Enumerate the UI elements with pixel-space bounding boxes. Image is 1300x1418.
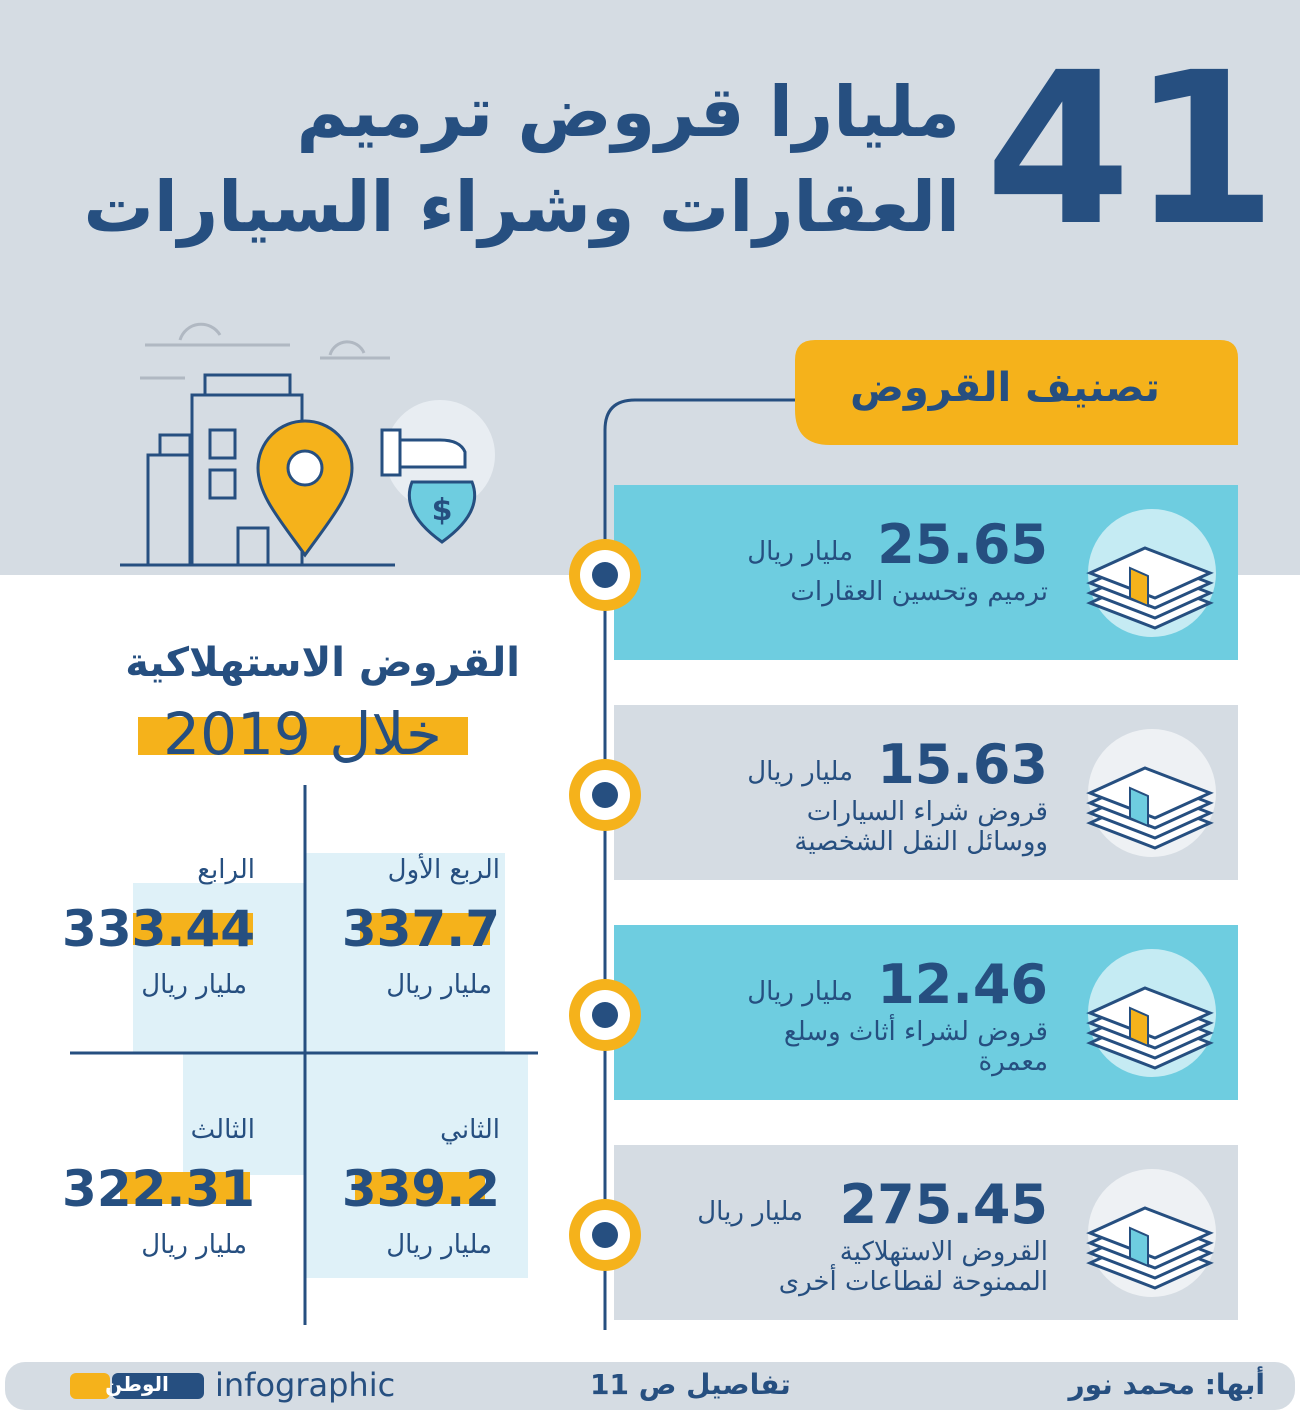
icon-part (1129, 786, 1149, 828)
quarter-label: الرابع (197, 855, 255, 885)
header-bg (0, 0, 1300, 575)
icon-part (592, 1222, 618, 1248)
consumer-title: القروض الاستهلاكية (125, 640, 520, 686)
logo: الوطن (105, 1372, 169, 1396)
loan-unit: مليار ريال (697, 1197, 803, 1227)
loan-desc: قروض لشراء أثاث وسلع معمرة (784, 1017, 1048, 1077)
svg-text:$: $ (432, 493, 453, 528)
quarter-value: 339.2 (341, 1160, 500, 1218)
details: تفاصيل ص 11 (590, 1368, 791, 1401)
author: أبها: محمد نور (1068, 1368, 1265, 1401)
loan-desc-line: الممنوحة لقطاعات أخرى (778, 1267, 1048, 1297)
headline-line: العقارات وشراء السيارات (83, 166, 960, 248)
brand: infographic (215, 1366, 396, 1404)
loan-item: 25.65 مليار ريال ترميم وتحسين العقارات (614, 485, 1238, 660)
headline: مليارا قروض ترميم العقارات وشراء السيارا… (83, 65, 960, 255)
icon-part (1129, 1006, 1149, 1048)
loan-desc: قروض شراء السيارات ووسائل النقل الشخصية (794, 797, 1048, 857)
loan-amount: 12.46 (877, 953, 1048, 1016)
icon-part (1129, 1226, 1149, 1268)
quarter-label: الثاني (440, 1115, 500, 1145)
loan-unit: مليار ريال (747, 757, 853, 787)
quarter-value: 337.7 (341, 900, 500, 958)
loan-desc-line: معمرة (978, 1047, 1048, 1077)
headline-line: مليارا قروض ترميم (296, 71, 961, 153)
headline-number: 41 (985, 27, 1278, 272)
loan-desc-line: قروض لشراء أثاث وسلع (783, 1017, 1048, 1047)
loan-desc-line: قروض شراء السيارات (806, 797, 1048, 827)
quarter-unit: مليار ريال (141, 970, 247, 1000)
loan-unit: مليار ريال (747, 977, 853, 1007)
loan-item: 15.63 مليار ريال قروض شراء السيارات ووسائل … (614, 705, 1238, 880)
loan-unit: مليار ريال (747, 537, 853, 567)
loan-desc-line: ترميم وتحسين العقارات (790, 577, 1048, 607)
icon-part (592, 562, 618, 588)
icon-part (592, 1002, 618, 1028)
loan-desc-line: ووسائل النقل الشخصية (794, 827, 1048, 857)
loan-item: 12.46 مليار ريال قروض لشراء أثاث وسلع معمرة (614, 925, 1238, 1100)
quarter-unit: مليار ريال (141, 1230, 247, 1260)
consumer-subtitle: خلال 2019 (163, 700, 442, 768)
loan-amount: 15.63 (877, 733, 1048, 796)
loan-amount: 275.45 (839, 1173, 1048, 1236)
loan-desc: ترميم وتحسين العقارات (790, 577, 1048, 607)
quarter-label: الثالث (190, 1115, 255, 1145)
loan-desc: القروض الاستهلاكية الممنوحة لقطاعات أخرى (779, 1237, 1048, 1297)
quarter-value: 333.44 (62, 900, 255, 958)
icon-part (592, 782, 618, 808)
quarter-label: الربع الأول (387, 855, 500, 885)
loan-amount: 25.65 (877, 513, 1048, 576)
quarter-unit: مليار ريال (386, 970, 492, 1000)
section-title: تصنيف القروض (850, 365, 1160, 411)
quarter-value: 322.31 (62, 1160, 255, 1218)
loan-item: 275.45 مليار ريال القروض الاستهلاكية الممنو… (614, 1145, 1238, 1320)
icon-part (1129, 566, 1149, 608)
loan-desc-line: القروض الاستهلاكية (839, 1237, 1048, 1267)
quarter-unit: مليار ريال (386, 1230, 492, 1260)
